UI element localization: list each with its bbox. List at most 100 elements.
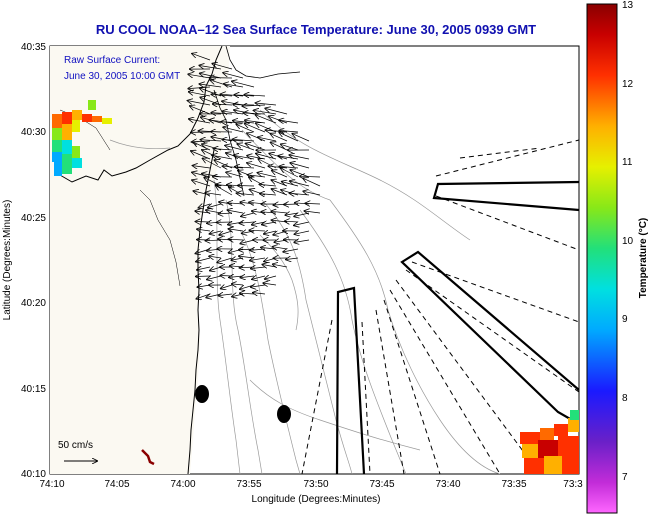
y-axis-label: Latitude (Degrees:Minutes) xyxy=(2,200,13,321)
current-vector xyxy=(256,115,277,124)
colorbar-tick: 10 xyxy=(622,236,634,247)
buoy-marker-b xyxy=(277,405,291,423)
current-vector xyxy=(244,95,266,96)
current-vector xyxy=(271,142,288,151)
current-vector xyxy=(303,178,321,187)
current-vector xyxy=(290,163,310,169)
current-vector xyxy=(212,64,233,70)
current-vector xyxy=(240,240,255,244)
current-vector xyxy=(295,231,310,234)
coastline-north xyxy=(59,46,223,183)
current-vector xyxy=(235,167,255,168)
current-time: June 30, 2005 10:00 GMT xyxy=(64,71,180,82)
current-vector xyxy=(221,285,233,289)
current-vector xyxy=(226,172,244,178)
y-axis: 40:35 40:30 40:25 40:20 40:15 40:10 xyxy=(21,42,46,480)
river-line xyxy=(139,189,181,287)
current-vector xyxy=(217,257,233,262)
current-vector xyxy=(290,181,310,187)
current-vector xyxy=(213,149,233,150)
map-layer xyxy=(50,46,579,474)
current-vector xyxy=(246,144,266,151)
current-vector xyxy=(188,101,211,106)
x-tick-label: 74:05 xyxy=(104,479,129,490)
current-vector xyxy=(207,276,222,280)
y-tick-label: 40:25 xyxy=(21,213,46,224)
current-vector xyxy=(220,276,233,277)
current-vector xyxy=(238,186,255,187)
current-vector xyxy=(252,276,266,279)
colorbar: 13 12 11 10 9 8 7 Temperature (°C) xyxy=(586,0,649,514)
current-vector xyxy=(242,105,266,106)
current-vector xyxy=(286,258,299,260)
current-vector xyxy=(197,267,211,270)
current-vector xyxy=(200,84,222,87)
current-vector xyxy=(271,134,288,142)
current-vector xyxy=(263,283,277,285)
current-vector xyxy=(202,174,222,178)
y-tick-label: 40:15 xyxy=(21,384,46,395)
current-vector xyxy=(300,176,321,177)
x-tick-label: 73:50 xyxy=(303,479,328,490)
sst-patch-north-west xyxy=(52,100,112,176)
current-vector xyxy=(280,166,299,168)
x-tick-label: 74:00 xyxy=(170,479,195,490)
current-vector xyxy=(258,137,277,142)
colorbar-tick: 13 xyxy=(622,0,634,11)
current-vector xyxy=(189,92,211,97)
colorbar-tick: 8 xyxy=(622,393,628,404)
current-vector xyxy=(258,173,277,178)
current-vector xyxy=(272,171,288,178)
colorbar-tick: 9 xyxy=(622,314,628,325)
current-vector xyxy=(233,121,255,123)
y-tick-label: 40:20 xyxy=(21,298,46,309)
river-temp-mark xyxy=(141,449,155,466)
y-tick-label: 40:30 xyxy=(21,127,46,138)
current-vector xyxy=(237,193,255,195)
current-vector xyxy=(212,155,233,160)
x-tick-label: 73:55 xyxy=(236,479,261,490)
current-vector xyxy=(247,163,266,169)
scale-label: 50 cm/s xyxy=(58,440,93,451)
current-vector xyxy=(216,186,233,196)
buoy-marker-a xyxy=(195,385,209,403)
current-vector xyxy=(256,103,277,105)
land-area xyxy=(50,46,230,474)
sst-patch-south-east xyxy=(520,410,579,474)
colorbar-tick: 12 xyxy=(622,79,634,90)
current-vector xyxy=(289,155,310,160)
colorbar-label: Temperature (°C) xyxy=(638,218,649,299)
current-vector xyxy=(279,120,299,123)
colorbar-tick: 7 xyxy=(622,472,628,483)
bay-shore xyxy=(225,46,301,79)
current-vector xyxy=(196,222,211,223)
chart-title: RU COOL NOAA–12 Sea Surface Temperature:… xyxy=(96,22,536,37)
x-tick-label: 74:10 xyxy=(39,479,64,490)
current-vector xyxy=(284,204,299,205)
current-vector xyxy=(199,66,222,70)
x-tick-label: 73:40 xyxy=(435,479,460,490)
y-tick-label: 40:10 xyxy=(21,469,46,480)
current-vector xyxy=(218,294,233,296)
current-vector xyxy=(198,285,211,287)
current-vector xyxy=(203,159,222,169)
colorbar-gradient xyxy=(586,3,618,514)
current-vector xyxy=(294,240,310,242)
current-vector xyxy=(197,229,211,231)
current-vector-field xyxy=(188,54,321,299)
current-vector xyxy=(260,194,277,195)
current-vector xyxy=(209,256,222,258)
colorbar-tick: 11 xyxy=(622,157,633,168)
current-vector xyxy=(210,267,222,271)
current-vector xyxy=(233,139,255,141)
current-vector xyxy=(240,293,255,294)
current-vector xyxy=(292,134,310,142)
current-vector xyxy=(193,166,211,168)
current-vector xyxy=(206,193,222,195)
current-vector xyxy=(280,131,299,133)
current-vector xyxy=(294,222,310,225)
current-vector xyxy=(232,284,244,285)
current-vector xyxy=(273,264,288,267)
current-vector xyxy=(265,108,288,115)
